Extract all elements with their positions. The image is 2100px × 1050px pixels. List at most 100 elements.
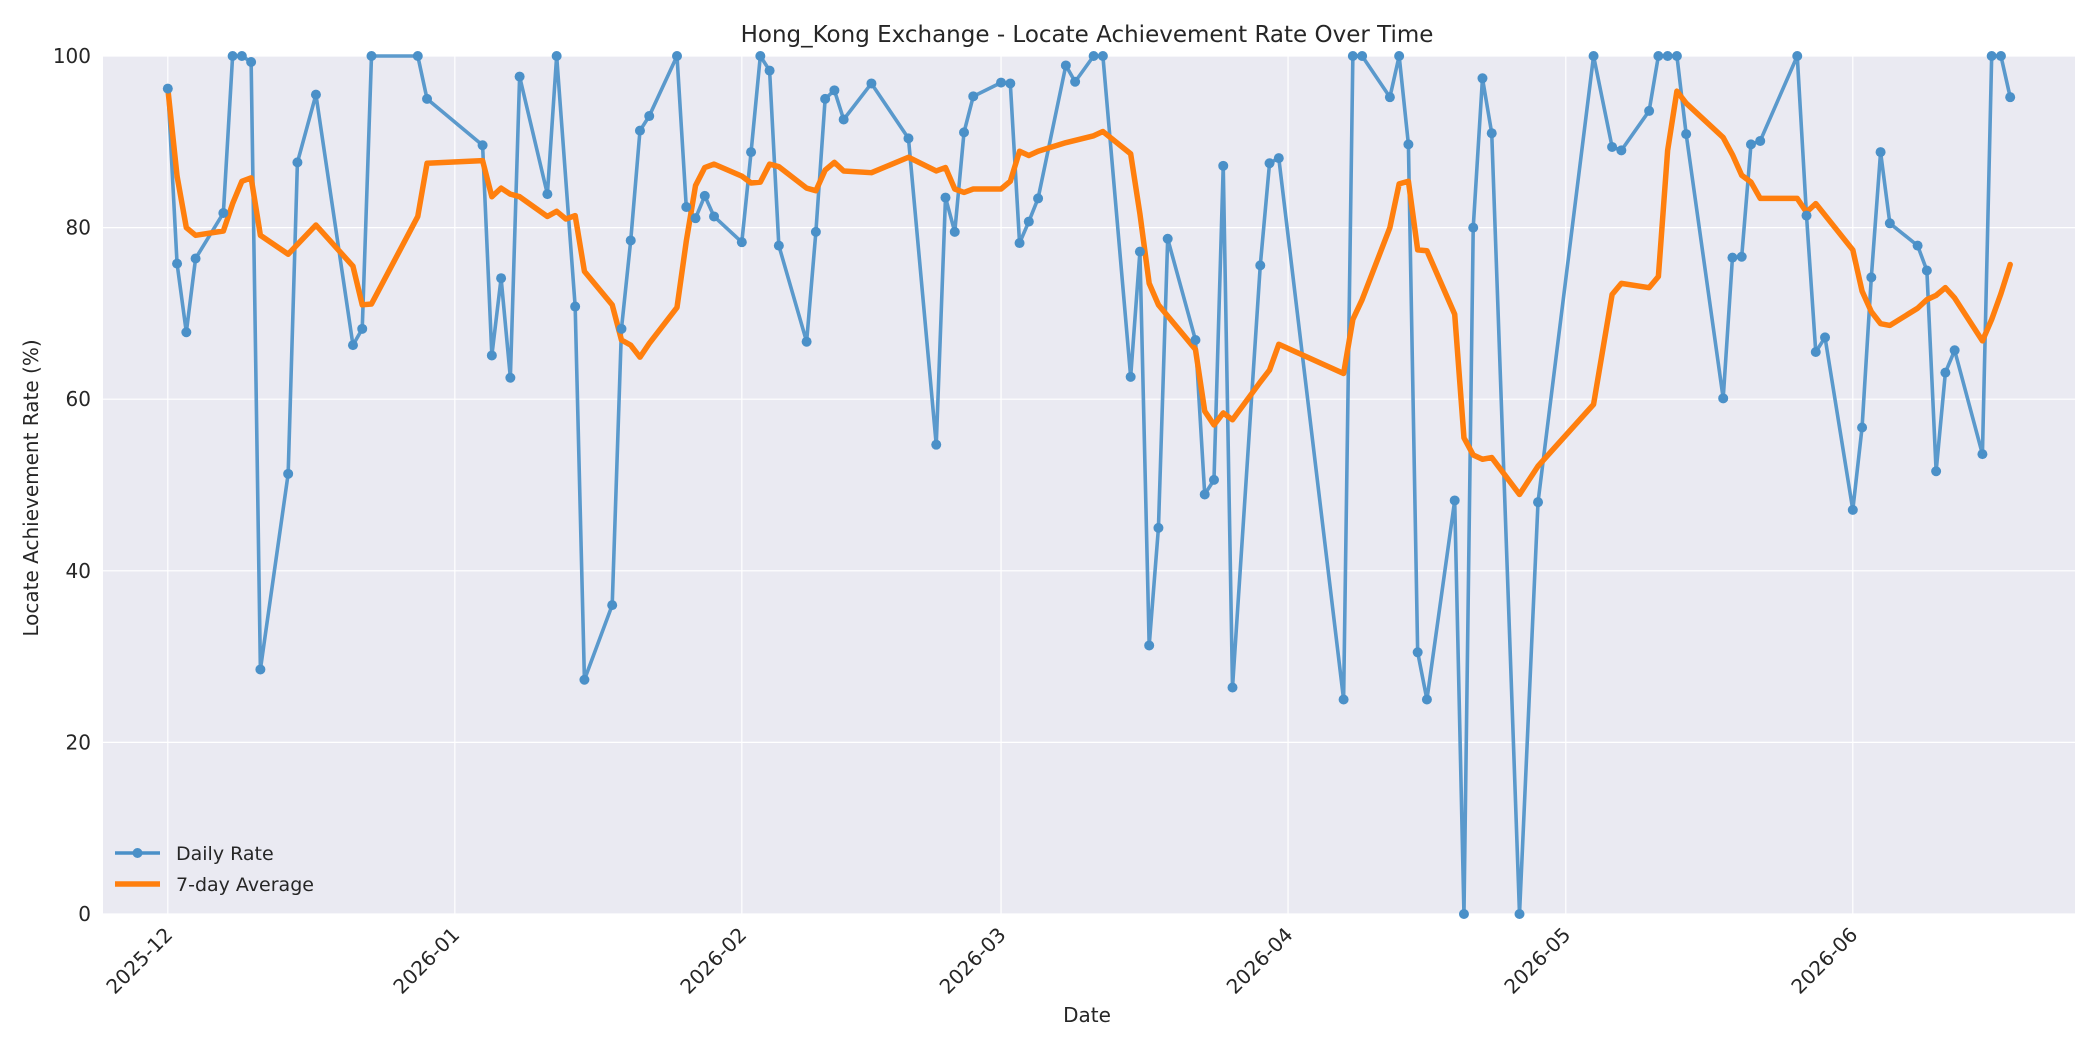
- daily-rate-point: [1088, 51, 1099, 61]
- daily-rate-point: [366, 51, 377, 61]
- daily-rate-point: [1727, 252, 1738, 263]
- daily-rate-point: [283, 468, 294, 479]
- daily-rate-point: [616, 323, 627, 334]
- daily-rate-point: [746, 147, 757, 158]
- daily-rate-point: [1264, 158, 1275, 169]
- daily-rate-point: [838, 114, 849, 125]
- daily-rate-point: [1227, 682, 1238, 693]
- daily-rate-point: [1921, 265, 1932, 276]
- daily-rate-point: [1653, 51, 1664, 61]
- daily-rate-point: [1153, 522, 1164, 533]
- daily-rate-point: [690, 213, 701, 224]
- daily-rate-point: [227, 51, 238, 61]
- daily-rate-point: [709, 211, 720, 222]
- daily-rate-point: [1755, 135, 1766, 146]
- daily-rate-point: [1208, 474, 1219, 485]
- daily-rate-point: [1986, 51, 1997, 61]
- daily-rate-point: [1218, 160, 1229, 171]
- chart-title: Hong_Kong Exchange - Locate Achievement …: [741, 22, 1434, 48]
- daily-rate-point: [1801, 210, 1812, 221]
- daily-rate-point: [1421, 694, 1432, 705]
- daily-rate-point: [801, 336, 812, 347]
- daily-rate-point: [1255, 260, 1266, 271]
- y-axis-title: Locate Achievement Rate (%): [19, 339, 43, 636]
- daily-rate-point: [1847, 504, 1858, 515]
- daily-rate-point: [1468, 222, 1479, 233]
- legend: Daily Rate 7-day Average: [115, 843, 314, 896]
- daily-rate-point: [1449, 495, 1460, 506]
- daily-rate-point: [1940, 367, 1951, 378]
- daily-rate-point: [996, 77, 1007, 88]
- daily-rate-point: [1810, 347, 1821, 358]
- daily-rate-point: [1857, 422, 1868, 433]
- gridlines: [103, 55, 2075, 915]
- daily-rate-point: [172, 258, 183, 269]
- daily-rate-point: [1125, 371, 1136, 382]
- daily-rate-point: [1023, 216, 1034, 227]
- daily-rate-point: [1866, 272, 1877, 283]
- y-tick-label: 80: [66, 216, 91, 240]
- daily-rate-point: [1644, 105, 1655, 116]
- y-tick-label: 40: [66, 559, 91, 583]
- daily-rate-point: [1014, 238, 1025, 249]
- daily-rate-point: [1995, 51, 2006, 61]
- daily-rate-point: [773, 240, 784, 251]
- daily-rate-point: [292, 157, 303, 168]
- daily-rate-point: [1005, 78, 1016, 89]
- legend-daily-rate-marker: [132, 848, 143, 858]
- daily-rate-point: [255, 664, 266, 675]
- seven-day-average-line: [165, 85, 2013, 498]
- daily-rate-point: [496, 273, 507, 284]
- daily-rate-point: [607, 600, 618, 611]
- daily-rate-point: [1533, 497, 1544, 508]
- daily-rate-point: [579, 674, 590, 685]
- daily-rate-point: [672, 51, 683, 61]
- daily-rate-point: [310, 89, 321, 100]
- daily-rate-point: [681, 202, 692, 213]
- daily-rate-point: [190, 253, 201, 264]
- daily-rate-point: [1745, 139, 1756, 150]
- daily-rate-point: [866, 78, 877, 89]
- daily-rate-point: [1912, 240, 1923, 251]
- y-tick-label: 20: [66, 730, 91, 754]
- daily-rate-point: [764, 65, 775, 76]
- daily-rate-point: [1607, 141, 1618, 152]
- daily-rate-point: [347, 340, 358, 351]
- daily-rate-point: [829, 85, 840, 96]
- daily-rate-point: [1662, 51, 1673, 61]
- daily-rate-point: [514, 71, 525, 82]
- daily-rate-point: [1671, 51, 1682, 61]
- daily-rate-point: [1486, 128, 1497, 139]
- daily-rate-point: [1070, 76, 1081, 87]
- daily-rate-point: [1949, 345, 1960, 356]
- daily-rate-point: [931, 439, 942, 450]
- daily-rate-point: [1338, 694, 1349, 705]
- daily-rate-point: [486, 350, 497, 361]
- daily-rate-point: [162, 83, 173, 94]
- daily-rate-point: [1977, 449, 1988, 460]
- daily-rate-point: [1792, 51, 1803, 61]
- daily-rate-point: [1144, 640, 1155, 651]
- daily-rate-point: [551, 51, 562, 61]
- daily-rate-point: [699, 190, 710, 201]
- daily-rate-point: [1199, 489, 1210, 500]
- daily-rate-point: [1820, 332, 1831, 343]
- daily-rate-point: [570, 301, 581, 312]
- daily-rate-point: [1033, 193, 1044, 204]
- legend-daily-rate-label: Daily Rate: [176, 843, 274, 865]
- series-markers: [162, 51, 2016, 919]
- daily-rate-point: [1875, 147, 1886, 158]
- daily-rate-point: [181, 327, 192, 338]
- y-tick-label: 60: [66, 387, 91, 411]
- daily-rate-point: [2005, 92, 2016, 103]
- plot-area: [103, 56, 2075, 914]
- daily-rate-point: [412, 51, 423, 61]
- daily-rate-point: [1616, 145, 1627, 156]
- daily-rate-point: [940, 192, 951, 203]
- daily-rate-point: [1458, 909, 1469, 919]
- daily-rate-point: [1060, 60, 1071, 71]
- daily-rate-point: [903, 133, 914, 144]
- daily-rate-point: [1477, 73, 1488, 84]
- daily-rate-point: [422, 93, 433, 104]
- daily-rate-point: [1384, 92, 1395, 103]
